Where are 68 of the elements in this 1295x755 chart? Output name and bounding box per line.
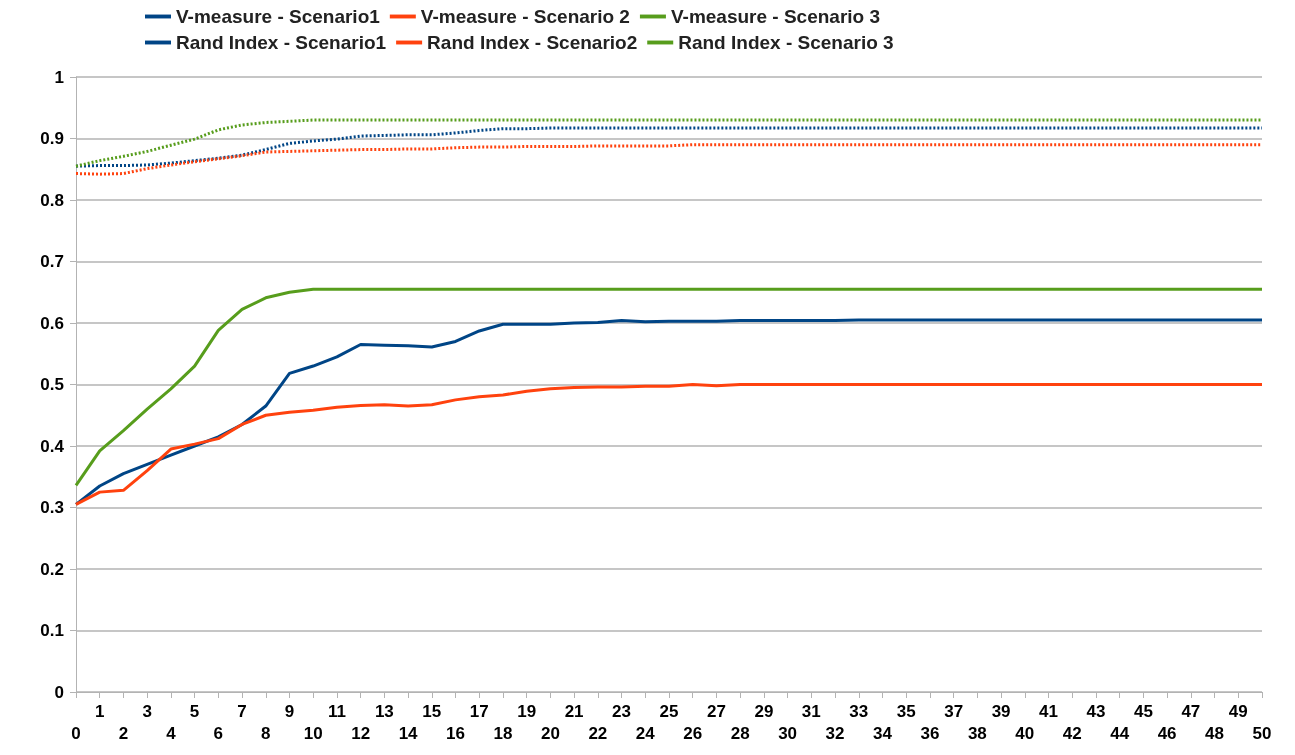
x-tick-label: 7 bbox=[237, 701, 247, 721]
y-tick-label: 0.1 bbox=[40, 621, 64, 640]
x-tick-label: 32 bbox=[825, 723, 845, 743]
x-tick-label: 23 bbox=[612, 701, 632, 721]
x-tick-label: 0 bbox=[71, 723, 81, 743]
legend-label: V-measure - Scenario 3 bbox=[670, 6, 881, 27]
x-tick-label: 5 bbox=[189, 701, 200, 721]
x-tick-label: 19 bbox=[517, 701, 537, 721]
x-tick-label: 24 bbox=[635, 723, 656, 743]
y-tick-label: 0.6 bbox=[40, 313, 64, 333]
x-tick-label: 42 bbox=[1062, 723, 1082, 743]
x-tick-label: 16 bbox=[446, 723, 465, 743]
y-tick-label: 0.3 bbox=[40, 498, 64, 517]
x-tick-label: 13 bbox=[374, 701, 394, 721]
x-tick-label: 49 bbox=[1228, 701, 1248, 721]
y-tick-label: 0.8 bbox=[40, 190, 64, 210]
x-tick-label: 28 bbox=[730, 723, 750, 743]
x-tick-label: 10 bbox=[303, 723, 323, 743]
x-tick-label: 50 bbox=[1252, 723, 1272, 743]
x-tick-label: 29 bbox=[754, 701, 774, 721]
x-tick-label: 38 bbox=[967, 723, 987, 743]
x-tick-label: 1 bbox=[94, 701, 105, 721]
x-tick-label: 17 bbox=[469, 701, 489, 721]
x-tick-label: 4 bbox=[166, 723, 177, 743]
x-tick-label: 27 bbox=[706, 701, 726, 721]
x-tick-label: 36 bbox=[920, 723, 940, 743]
x-tick-label: 11 bbox=[327, 701, 346, 721]
x-tick-label: 31 bbox=[801, 701, 821, 721]
x-tick-label: 34 bbox=[873, 723, 893, 743]
x-tick-label: 6 bbox=[213, 723, 224, 743]
y-tick-label: 0.9 bbox=[40, 129, 64, 148]
x-tick-label: 39 bbox=[991, 701, 1011, 721]
y-tick-label: 0.5 bbox=[40, 375, 64, 394]
x-tick-label: 41 bbox=[1039, 701, 1058, 721]
x-tick-label: 22 bbox=[588, 723, 608, 743]
y-tick-label: 0.2 bbox=[40, 559, 64, 579]
x-tick-label: 15 bbox=[422, 701, 442, 721]
x-tick-label: 21 bbox=[564, 701, 584, 721]
x-tick-label: 35 bbox=[896, 701, 916, 721]
x-tick-label: 8 bbox=[261, 723, 271, 743]
y-tick-label: 0.4 bbox=[40, 436, 65, 456]
x-tick-label: 14 bbox=[398, 723, 419, 743]
x-tick-label: 20 bbox=[540, 723, 560, 743]
x-tick-label: 48 bbox=[1205, 723, 1225, 743]
x-tick-label: 45 bbox=[1133, 701, 1153, 721]
legend-label: V-measure - Scenario 2 bbox=[420, 6, 630, 27]
x-tick-label: 25 bbox=[659, 701, 679, 721]
legend-label: V-measure - Scenario1 bbox=[176, 6, 381, 27]
y-tick-label: 0 bbox=[54, 682, 64, 702]
x-tick-label: 43 bbox=[1086, 701, 1106, 721]
x-tick-label: 9 bbox=[284, 701, 295, 721]
legend-label: Rand Index - Scenario2 bbox=[427, 32, 638, 53]
x-tick-label: 2 bbox=[118, 723, 129, 743]
x-tick-label: 47 bbox=[1181, 701, 1201, 721]
x-tick-label: 46 bbox=[1157, 723, 1177, 743]
x-tick-label: 37 bbox=[944, 701, 964, 721]
x-tick-label: 12 bbox=[351, 723, 371, 743]
y-tick-label: 1 bbox=[54, 67, 64, 87]
legend-label: Rand Index - Scenario 3 bbox=[678, 32, 894, 53]
legend-label: Rand Index - Scenario1 bbox=[176, 32, 387, 53]
x-tick-label: 3 bbox=[142, 701, 152, 721]
x-tick-label: 40 bbox=[1015, 723, 1035, 743]
x-tick-label: 44 bbox=[1110, 723, 1130, 743]
x-tick-label: 33 bbox=[849, 701, 869, 721]
x-tick-label: 26 bbox=[683, 723, 703, 743]
x-tick-label: 30 bbox=[778, 723, 798, 743]
y-tick-label: 0.7 bbox=[40, 252, 64, 271]
x-tick-label: 18 bbox=[493, 723, 513, 743]
